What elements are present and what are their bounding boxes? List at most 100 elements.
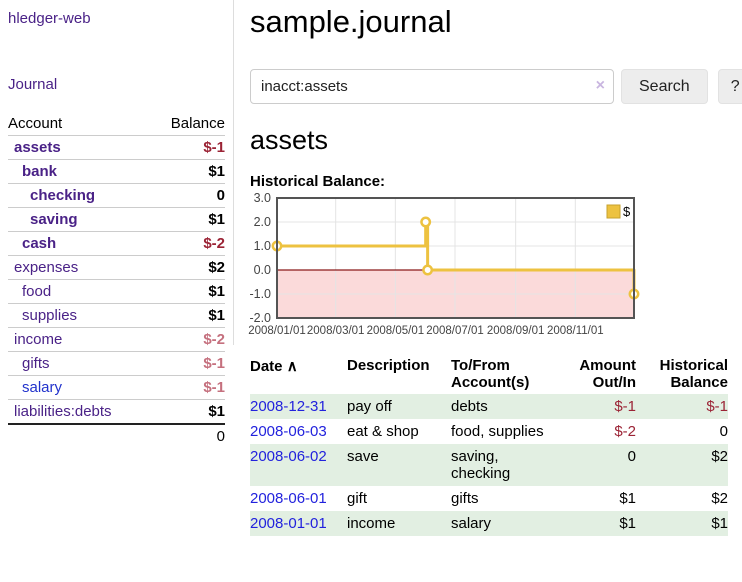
transaction-description: save bbox=[347, 448, 379, 465]
svg-text:2008/05/01: 2008/05/01 bbox=[367, 325, 425, 337]
transaction-description: pay off bbox=[347, 398, 392, 415]
transaction-balance: $1 bbox=[711, 515, 728, 532]
account-row-supplies: supplies $1 bbox=[8, 303, 225, 328]
column-header-date[interactable]: Date ∧ bbox=[250, 358, 298, 375]
transaction-balance: 0 bbox=[719, 423, 728, 440]
search-form: × Search ? bbox=[250, 69, 742, 104]
svg-text:1.0: 1.0 bbox=[254, 239, 271, 253]
account-balance: $1 bbox=[208, 403, 225, 420]
account-row-liabilities-debts: liabilities:debts $1 bbox=[8, 399, 225, 425]
account-balance: $-1 bbox=[203, 379, 225, 396]
account-link-income[interactable]: income bbox=[14, 331, 63, 348]
register-row: 2008-06-01 gift gifts $1 $2 bbox=[250, 486, 728, 511]
search-button[interactable]: Search bbox=[621, 69, 708, 104]
account-row-assets: assets $-1 bbox=[8, 135, 225, 160]
column-header-amount: Amount Out/In bbox=[579, 357, 636, 391]
account-balance: $1 bbox=[208, 163, 225, 180]
account-balance: $1 bbox=[208, 307, 225, 324]
account-row-bank: bank $1 bbox=[8, 159, 225, 184]
account-link-bank[interactable]: bank bbox=[22, 163, 58, 180]
account-link-checking[interactable]: checking bbox=[30, 187, 96, 204]
transaction-description: eat & shop bbox=[347, 423, 419, 440]
accounts-header-balance: Balance bbox=[170, 115, 225, 132]
accounts-total-row: 0 bbox=[8, 424, 225, 448]
transaction-description: income bbox=[347, 515, 396, 532]
page-title: sample.journal bbox=[250, 4, 452, 39]
register-table: Date ∧ Description To/From Account(s) Am… bbox=[250, 354, 728, 536]
svg-text:-1.0: -1.0 bbox=[249, 287, 271, 301]
transaction-balance: $-1 bbox=[706, 398, 728, 415]
account-link-food[interactable]: food bbox=[22, 283, 52, 300]
account-link-cash[interactable]: cash bbox=[22, 235, 57, 252]
sidebar: hledger-web Journal Account Balance asse… bbox=[0, 0, 233, 448]
svg-text:2008/11/01: 2008/11/01 bbox=[547, 325, 604, 337]
transaction-balance: $2 bbox=[711, 448, 728, 465]
register-header-row: Date ∧ Description To/From Account(s) Am… bbox=[250, 354, 728, 394]
transaction-accounts: salary bbox=[451, 515, 492, 532]
chart-label: Historical Balance: bbox=[250, 173, 386, 190]
svg-text:2.0: 2.0 bbox=[254, 215, 271, 229]
transaction-accounts: debts bbox=[451, 398, 488, 415]
transaction-amount: 0 bbox=[627, 448, 636, 465]
account-link-liabilities-debts[interactable]: liabilities:debts bbox=[14, 403, 112, 420]
sort-asc-icon: ∧ bbox=[286, 358, 298, 375]
account-link-supplies[interactable]: supplies bbox=[22, 307, 78, 324]
search-input[interactable] bbox=[250, 69, 614, 104]
account-row-gifts: gifts $-1 bbox=[8, 351, 225, 376]
svg-text:2008/03/01: 2008/03/01 bbox=[307, 325, 365, 337]
transaction-date-link[interactable]: 2008-12-31 bbox=[250, 398, 327, 415]
transaction-accounts: gifts bbox=[451, 490, 479, 507]
account-row-expenses: expenses $2 bbox=[8, 255, 225, 280]
register-row: 2008-01-01 income salary $1 $1 bbox=[250, 511, 728, 536]
account-balance: 0 bbox=[216, 187, 225, 204]
account-balance: $2 bbox=[208, 259, 225, 276]
account-balance: $-2 bbox=[203, 235, 225, 252]
account-balance: $1 bbox=[208, 211, 225, 228]
account-link-assets[interactable]: assets bbox=[14, 139, 61, 156]
account-link-salary[interactable]: salary bbox=[22, 379, 63, 396]
svg-text:0.0: 0.0 bbox=[254, 263, 271, 277]
account-row-checking: checking 0 bbox=[8, 183, 225, 208]
account-link-saving[interactable]: saving bbox=[30, 211, 78, 228]
transaction-amount: $1 bbox=[619, 490, 636, 507]
account-balance: $-1 bbox=[203, 139, 225, 156]
help-button[interactable]: ? bbox=[717, 69, 742, 104]
account-row-cash: cash $-2 bbox=[8, 231, 225, 256]
account-balance: $-2 bbox=[203, 331, 225, 348]
svg-text:3.0: 3.0 bbox=[254, 191, 271, 205]
transaction-accounts: food, supplies bbox=[451, 423, 544, 440]
app-title-link[interactable]: hledger-web bbox=[8, 10, 91, 27]
column-header-balance: Historical Balance bbox=[659, 357, 728, 391]
transaction-amount: $1 bbox=[619, 515, 636, 532]
accounts-header-row: Account Balance bbox=[8, 112, 225, 136]
account-row-income: income $-2 bbox=[8, 327, 225, 352]
column-header-description: Description bbox=[347, 357, 430, 374]
column-header-accounts: To/From Account(s) bbox=[451, 357, 530, 391]
account-balance: $-1 bbox=[203, 355, 225, 372]
sidebar-divider bbox=[233, 0, 234, 345]
transaction-date-link[interactable]: 2008-06-02 bbox=[250, 448, 327, 465]
historical-balance-chart: 3.0 2.0 1.0 0.0 -1.0 -2.0 2008/01/01 2008/03/01… bbox=[248, 191, 740, 338]
account-balance: $1 bbox=[208, 283, 225, 300]
svg-text:$: $ bbox=[623, 204, 631, 219]
transaction-date-link[interactable]: 2008-06-01 bbox=[250, 490, 327, 507]
register-row: 2008-06-03 eat & shop food, supplies $-2… bbox=[250, 419, 728, 444]
register-row: 2008-12-31 pay off debts $-1 $-1 bbox=[250, 394, 728, 419]
clear-search-icon[interactable]: × bbox=[595, 77, 605, 94]
transaction-amount: $-2 bbox=[614, 423, 636, 440]
transaction-balance: $2 bbox=[711, 490, 728, 507]
transaction-date-link[interactable]: 2008-01-01 bbox=[250, 515, 327, 532]
account-link-expenses[interactable]: expenses bbox=[14, 259, 79, 276]
transaction-description: gift bbox=[347, 490, 368, 507]
account-link-gifts[interactable]: gifts bbox=[22, 355, 50, 372]
sidebar-item-journal[interactable]: Journal bbox=[8, 76, 58, 93]
transaction-amount: $-1 bbox=[614, 398, 636, 415]
svg-text:2008/09/01: 2008/09/01 bbox=[487, 325, 545, 337]
svg-text:-2.0: -2.0 bbox=[249, 311, 271, 325]
transaction-date-link[interactable]: 2008-06-03 bbox=[250, 423, 327, 440]
transaction-accounts: saving, checking bbox=[451, 448, 511, 482]
accounts-table: Account Balance assets $-1 bank $1 check… bbox=[8, 112, 225, 448]
register-row: 2008-06-02 save saving, checking 0 $2 bbox=[250, 444, 728, 486]
svg-text:2008/01/01: 2008/01/01 bbox=[248, 325, 306, 337]
